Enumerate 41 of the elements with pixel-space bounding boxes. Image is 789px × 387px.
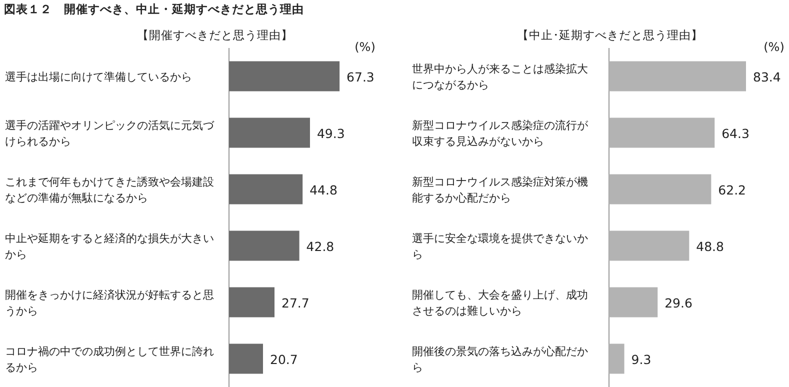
y-tick-label: 新型コロナウイルス感染症対策が機能するか心配だから bbox=[412, 175, 588, 204]
data-label: 49.3 bbox=[316, 126, 345, 141]
y-tick-label: 新型コロナウイルス感染症の流行が収束する見込みがないから bbox=[412, 118, 589, 148]
bar bbox=[609, 118, 715, 148]
data-label: 67.3 bbox=[346, 69, 374, 84]
chart-title: 図表１２ 開催すべき、中止・延期すべきだと思う理由 bbox=[4, 2, 304, 16]
y-tick-label: 選手に安全な環境を提供できないから bbox=[412, 232, 588, 261]
data-label: 44.8 bbox=[310, 182, 338, 198]
y-tick-label: 世界中から人が来ることは感染拡大につながるから bbox=[412, 62, 588, 92]
data-label: 29.6 bbox=[664, 295, 693, 310]
data-label: 48.8 bbox=[696, 238, 724, 254]
chart-subtitle: 【中止･延期すべきだと思う理由】 bbox=[517, 28, 703, 42]
bar bbox=[229, 230, 300, 261]
y-tick-label: 開催しても、大会を盛り上げ、成功させるのは難しいから bbox=[412, 288, 588, 318]
bar bbox=[229, 61, 340, 92]
y-tick-label: 開催をきっかけに経済状況が好転すると思うから bbox=[5, 288, 214, 318]
bar bbox=[229, 174, 303, 204]
data-label: 20.7 bbox=[270, 352, 298, 367]
data-label: 83.4 bbox=[753, 69, 781, 84]
y-tick-label: 開催後の景気の落ち込みが心配だから bbox=[412, 344, 588, 374]
data-label: 42.8 bbox=[306, 238, 334, 254]
y-tick-label: 選手は出場に向けて準備しているから bbox=[5, 70, 192, 84]
y-tick-label: 中止や延期をすると経済的な損失が大きいから bbox=[5, 232, 214, 261]
chart-subtitle: 【開催すべきだと思う理由】 bbox=[137, 28, 293, 42]
data-label: 62.2 bbox=[718, 182, 746, 198]
bar bbox=[609, 61, 746, 92]
text: (%) bbox=[764, 40, 784, 54]
data-label: 64.3 bbox=[722, 126, 750, 141]
y-tick-label: コロナ禍の中での成功例として世界に誇れるから bbox=[5, 344, 214, 374]
bar bbox=[229, 118, 310, 148]
bar bbox=[609, 230, 690, 261]
y-tick-label: これまで何年もかけてきた誘致や会場建設などの準備が無駄になるから bbox=[5, 175, 214, 204]
y-tick-label: 選手の活躍やオリンピックの活気に元気づけられるから bbox=[5, 118, 215, 148]
data-label: 27.7 bbox=[282, 295, 310, 310]
text: (%) bbox=[354, 40, 376, 54]
bar bbox=[609, 174, 712, 204]
bar bbox=[609, 287, 658, 318]
bar bbox=[229, 344, 264, 374]
bar bbox=[609, 344, 624, 374]
data-label: 9.3 bbox=[631, 352, 652, 367]
bar bbox=[229, 287, 274, 318]
